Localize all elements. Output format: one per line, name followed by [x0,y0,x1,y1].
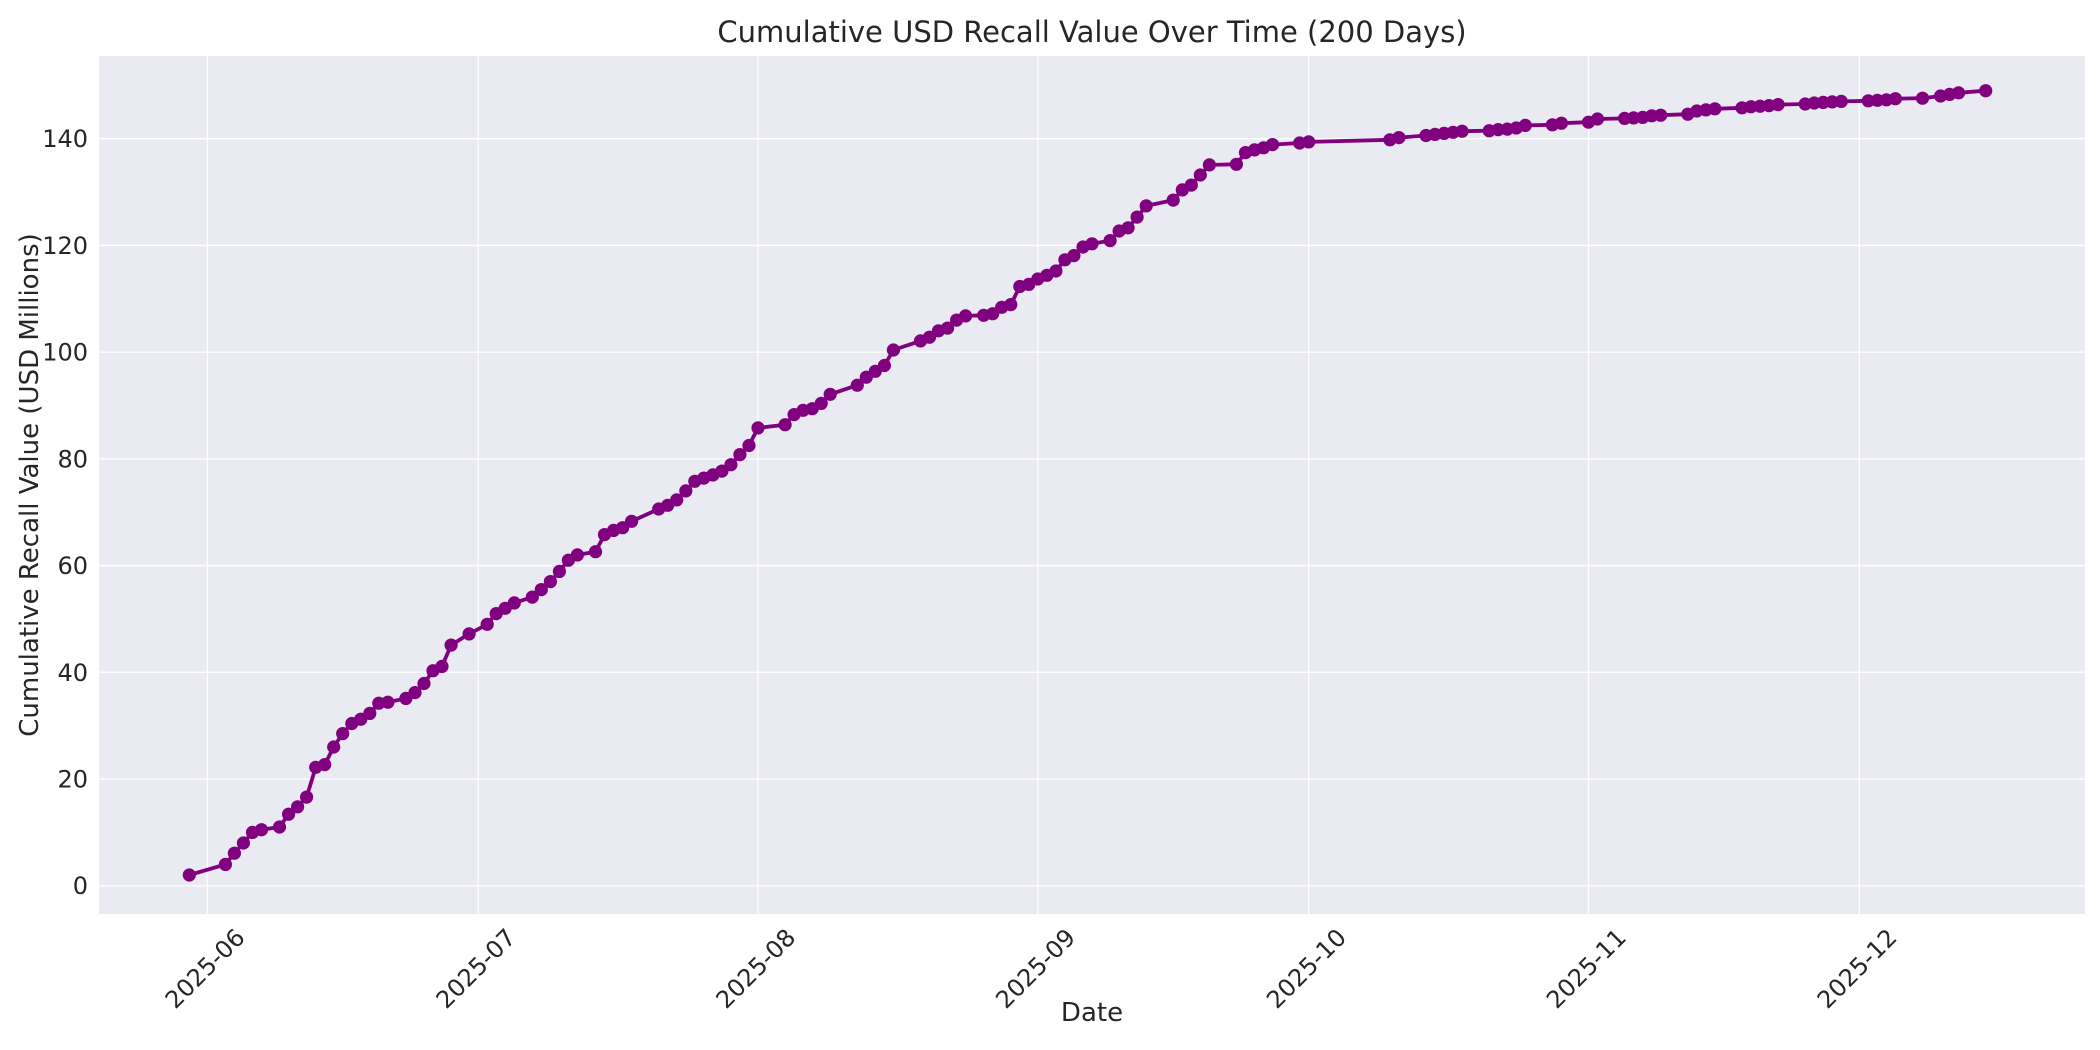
data-point [877,358,892,373]
data-point [1834,94,1848,108]
data-point [1392,131,1406,145]
data-point [300,790,314,804]
data-point [850,378,864,392]
data-point [1049,264,1063,278]
data-point [1004,298,1018,312]
data-point [236,836,250,850]
data-point [886,343,901,357]
data-point [733,448,747,462]
data-point [588,545,603,559]
chart-title: Cumulative USD Recall Value Over Time (2… [717,15,1467,49]
data-point [941,321,955,335]
data-point [182,868,196,882]
data-point [417,676,431,691]
data-point [543,575,558,589]
data-point [282,807,296,821]
y-tick-label: 140 [42,125,88,153]
data-point [534,583,548,597]
data-point [1518,118,1532,132]
data-point [1103,234,1117,248]
data-point [444,638,458,652]
data-point [1265,138,1280,152]
data-point [1771,98,1785,112]
data-point [1590,112,1605,126]
y-tick-labels: 0 20 40 60 80 100 120 140 [42,125,88,900]
data-point [525,590,539,604]
data-point [1979,84,1993,98]
data-point [570,548,585,562]
data-point [1139,199,1153,213]
data-point [724,458,738,472]
plot-background [99,56,2085,914]
x-axis-label: Date [1060,998,1124,1028]
data-point [318,758,332,772]
data-point [742,438,756,453]
data-point [254,823,269,837]
data-point [1184,178,1198,192]
data-point [462,627,476,641]
y-axis-label: Cumulative Recall Value (USD Millions) [15,233,45,737]
data-point [959,309,973,323]
data-point [1202,158,1216,172]
y-tick-label: 60 [57,552,88,580]
data-point [1455,124,1469,138]
data-point [408,686,422,700]
y-tick-label: 80 [57,445,88,473]
data-point [1888,92,1902,106]
data-point [218,857,232,872]
data-point [381,695,395,709]
y-tick-label: 0 [73,872,88,900]
y-tick-label: 100 [42,339,88,367]
y-tick-label: 20 [57,766,88,794]
data-point [480,617,494,631]
data-point [814,396,828,410]
data-point [336,727,350,741]
data-point [1067,249,1081,263]
data-point [1166,193,1180,207]
data-point [1654,108,1668,122]
data-point [1302,135,1316,149]
y-tick-label: 120 [42,232,88,260]
data-point [1085,237,1099,251]
data-point [670,493,684,507]
data-point [1229,157,1243,171]
data-point [291,800,305,814]
data-point [625,514,639,528]
data-point [1554,116,1568,130]
data-point [1121,221,1135,235]
data-point [435,659,449,674]
data-point [679,484,693,498]
data-point [1708,102,1722,116]
data-point [507,596,521,610]
y-tick-label: 40 [57,659,88,687]
data-point [751,421,765,435]
data-point [823,387,837,401]
data-point [552,564,567,579]
data-point [778,418,792,432]
data-point [1915,91,1930,105]
data-point [272,820,287,834]
data-point [1130,210,1144,224]
data-point [1952,86,1966,100]
series-markers [182,84,1993,882]
data-point [363,706,377,721]
data-point [227,846,241,860]
data-point [1193,168,1207,182]
data-point [327,740,341,754]
